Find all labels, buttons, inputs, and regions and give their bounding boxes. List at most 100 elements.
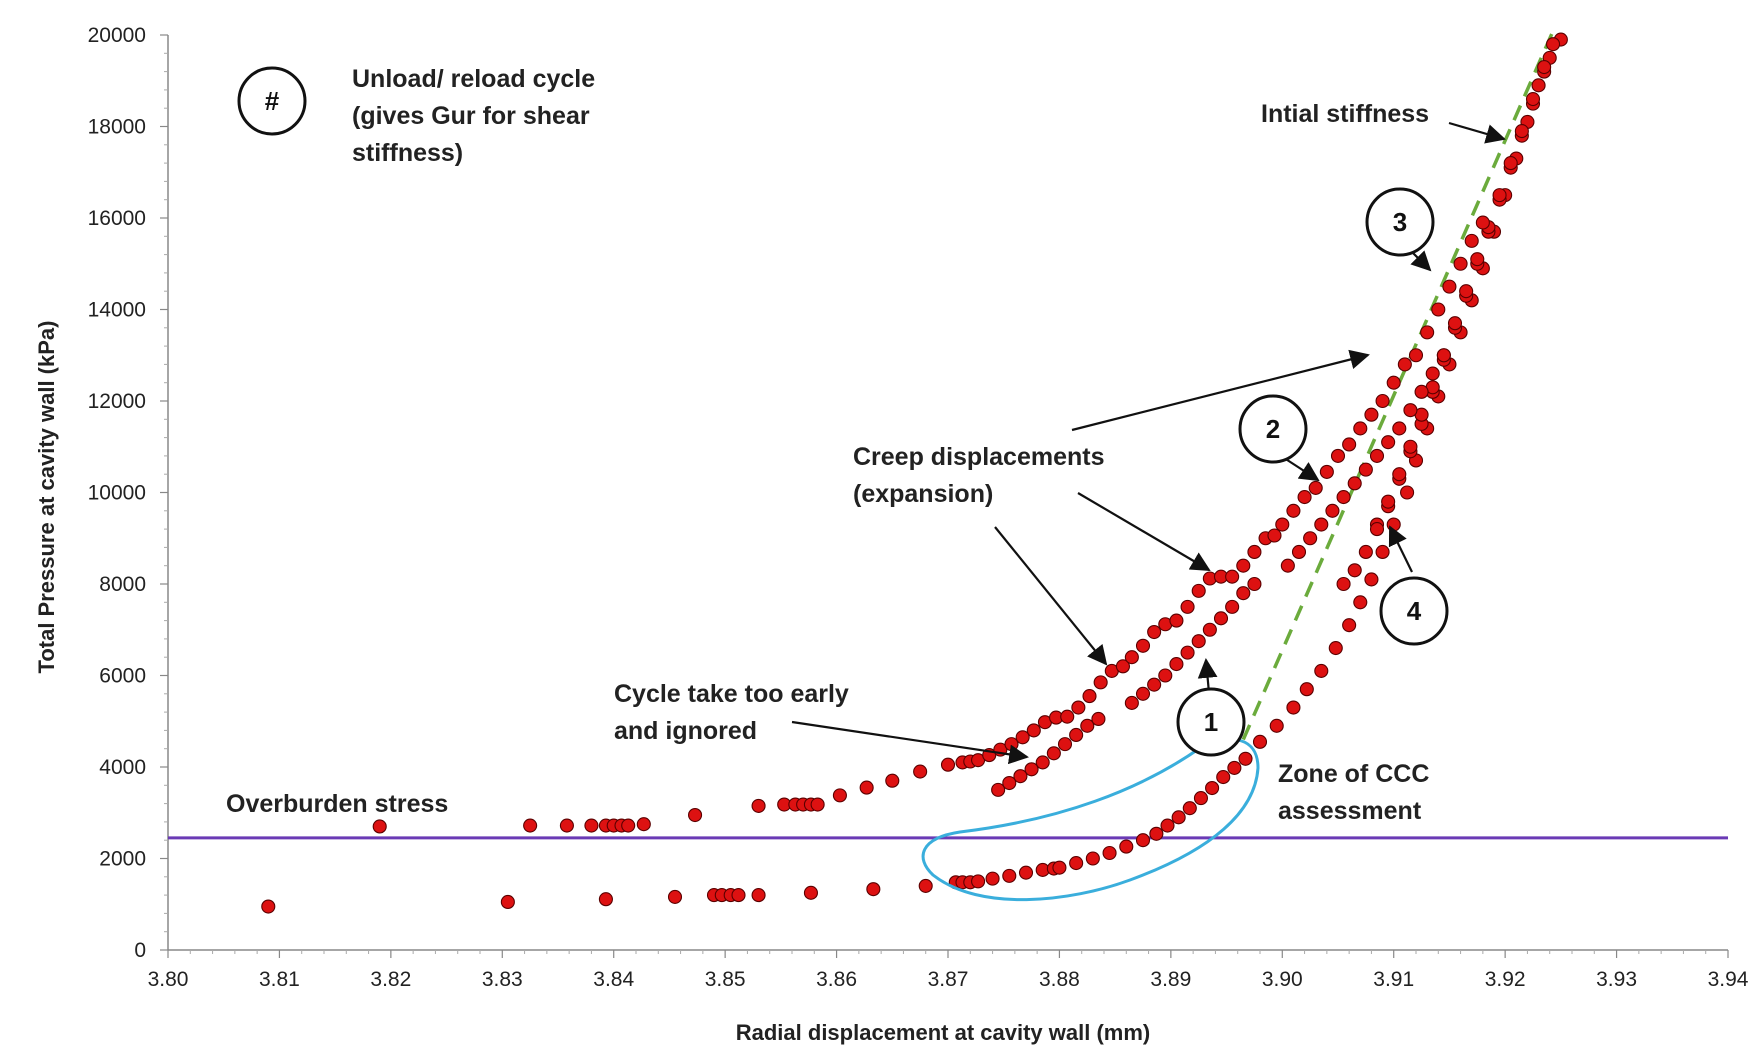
data-points	[261, 32, 1568, 914]
data-point	[1205, 780, 1220, 796]
data-point	[1358, 462, 1373, 477]
data-point	[1069, 856, 1084, 871]
data-point	[1414, 384, 1429, 399]
x-tick-label: 3.93	[1596, 968, 1637, 991]
data-point	[1191, 634, 1206, 649]
data-point	[1002, 868, 1017, 883]
data-point	[1431, 302, 1446, 317]
data-point	[1392, 421, 1407, 436]
data-point	[1115, 659, 1130, 674]
early-cycle-label-line-2: and ignored	[614, 717, 757, 745]
ccc-zone-label-line-2: assessment	[1278, 797, 1422, 825]
creep-label-line-1: Creep displacements	[853, 443, 1105, 471]
data-point	[1026, 723, 1041, 738]
badge-3: 3	[1365, 187, 1435, 257]
data-point	[859, 780, 874, 795]
data-point	[1442, 279, 1457, 294]
data-point	[1119, 839, 1134, 854]
data-point	[803, 885, 818, 900]
x-tick-label: 3.80	[148, 968, 189, 991]
data-point	[1191, 583, 1206, 598]
data-point	[1269, 718, 1284, 733]
data-point	[1002, 775, 1017, 791]
data-point	[1024, 762, 1039, 777]
data-point	[1353, 595, 1368, 610]
legend-text-line-3: stiffness)	[352, 139, 463, 167]
data-point	[1236, 586, 1251, 601]
x-tick-label: 3.90	[1262, 968, 1303, 991]
badge-2: 2	[1238, 394, 1308, 464]
y-tick-label: 6000	[99, 665, 146, 688]
data-point	[1225, 569, 1240, 584]
data-point	[1381, 494, 1396, 509]
data-point	[1135, 638, 1151, 653]
data-point	[1275, 517, 1290, 532]
data-point	[1213, 611, 1229, 626]
y-tick-label: 10000	[88, 482, 146, 505]
data-point	[751, 888, 766, 903]
data-point	[1537, 59, 1552, 75]
data-point	[584, 818, 599, 833]
data-point	[1193, 791, 1208, 806]
data-point	[1459, 284, 1474, 299]
legend-symbol: #	[265, 86, 280, 116]
data-point	[971, 874, 986, 889]
legend-text-line-1: Unload/ reload cycle	[352, 65, 595, 93]
data-point	[1392, 467, 1407, 482]
badge-legend: #	[237, 66, 307, 136]
data-point	[598, 892, 613, 907]
data-point	[1364, 407, 1379, 422]
data-point	[1314, 663, 1329, 678]
data-point	[991, 782, 1006, 797]
data-point	[1069, 727, 1084, 743]
data-point	[1400, 485, 1415, 500]
data-point	[1425, 366, 1440, 381]
data-point	[1358, 544, 1373, 560]
data-point	[810, 797, 825, 812]
data-point	[1147, 677, 1162, 692]
data-point	[1297, 490, 1312, 505]
y-axis-title: Total Pressure at cavity wall (kPa)	[34, 321, 59, 674]
data-point	[1369, 448, 1385, 463]
data-point	[1169, 613, 1184, 628]
data-point	[1386, 375, 1401, 390]
data-point	[1247, 576, 1262, 592]
data-point	[1182, 801, 1197, 816]
data-point	[1314, 517, 1329, 532]
data-point	[866, 882, 881, 897]
data-point	[913, 764, 928, 779]
data-point	[1158, 668, 1173, 683]
data-point	[940, 757, 956, 772]
x-tick-label: 3.82	[370, 968, 411, 991]
data-point	[1202, 622, 1217, 637]
y-tick-label: 4000	[99, 756, 146, 779]
y-tick-label: 2000	[99, 848, 146, 871]
data-point	[261, 899, 276, 914]
data-point	[1397, 357, 1412, 372]
overburden-label: Overburden stress	[226, 790, 448, 818]
data-point	[1299, 682, 1314, 697]
data-point	[918, 878, 933, 894]
arrow-creep-to-upper	[1071, 349, 1370, 432]
text-annotations: Unload/ reload cycle (gives Gur for shea…	[226, 65, 1429, 825]
data-point	[1124, 650, 1139, 665]
annotation-arrows	[791, 121, 1506, 765]
data-point	[832, 788, 847, 803]
data-point	[885, 773, 900, 788]
data-point	[1403, 403, 1418, 418]
early-cycle-label-line-1: Cycle take too early	[614, 680, 849, 708]
data-point	[1236, 558, 1251, 573]
badge-1: 1	[1176, 687, 1246, 757]
data-point	[1325, 503, 1340, 518]
data-point	[1147, 624, 1162, 640]
data-point	[1080, 718, 1095, 733]
data-point	[1464, 233, 1479, 248]
legend-text-line-2: (gives Gur for shear	[352, 102, 590, 130]
x-tick-label: 3.92	[1485, 968, 1526, 991]
data-point	[1330, 448, 1346, 463]
data-point	[1160, 818, 1175, 833]
data-point	[1091, 711, 1106, 727]
data-point	[1252, 734, 1268, 749]
data-point	[1342, 437, 1357, 452]
data-point	[372, 819, 387, 834]
